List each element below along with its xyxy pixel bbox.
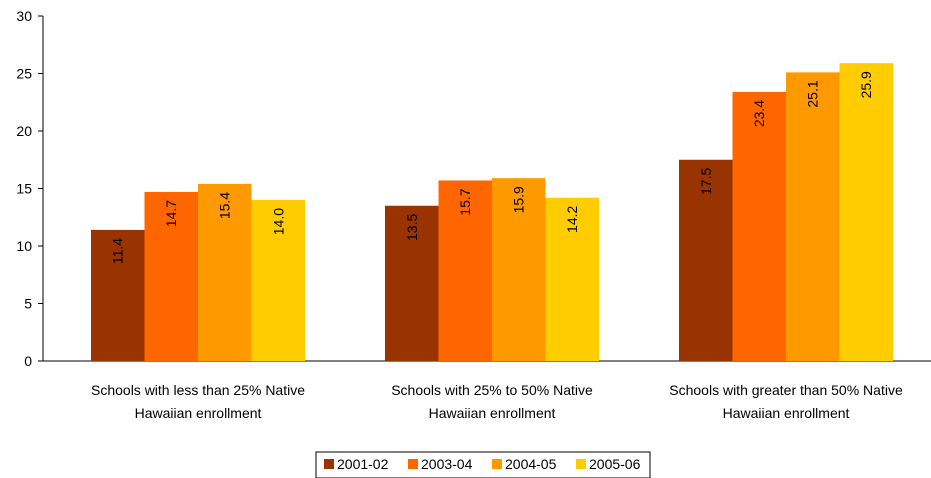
y-tick-label: 15 xyxy=(16,181,32,197)
bar xyxy=(492,178,546,361)
bar xyxy=(732,91,786,362)
legend-swatch xyxy=(324,459,334,469)
data-label: 13.5 xyxy=(404,214,420,241)
data-label: 14.2 xyxy=(564,205,580,232)
y-tick-label: 30 xyxy=(16,8,32,24)
category-label: Hawaiian enrollment xyxy=(135,405,262,421)
bar xyxy=(438,180,492,361)
category-labels: Schools with less than 25% Native Hawaiia… xyxy=(91,382,903,421)
y-tick-label: 25 xyxy=(16,66,32,82)
legend-swatch xyxy=(576,459,586,469)
legend-swatch xyxy=(492,459,502,469)
y-tick-label: 10 xyxy=(16,238,32,254)
legend-swatch xyxy=(408,459,418,469)
bar xyxy=(198,183,252,361)
data-labels: 11.4 13.5 17.5 14.7 15.7 23.4 15.4 15.9 25.1 14.0… xyxy=(110,71,875,264)
bar xyxy=(144,191,198,361)
legend-label: 2003-04 xyxy=(421,456,473,472)
bar xyxy=(786,72,840,361)
data-label: 11.4 xyxy=(110,238,126,264)
legend-label: 2005-06 xyxy=(589,456,641,472)
category-label: Schools with 25% to 50% Native xyxy=(391,382,593,398)
data-label: 25.9 xyxy=(858,71,874,98)
data-label: 15.7 xyxy=(457,188,473,215)
data-label: 14.0 xyxy=(270,208,286,235)
y-tick-label: 20 xyxy=(16,123,32,139)
bar xyxy=(91,229,145,361)
legend: 2001-02 2003-04 2004-05 2005-06 xyxy=(315,451,651,478)
category-label: Schools with greater than 50% Native xyxy=(669,382,903,398)
legend-label: 2004-05 xyxy=(505,456,557,472)
data-label: 17.5 xyxy=(698,168,714,195)
bar xyxy=(545,197,599,361)
legend-label: 2001-02 xyxy=(337,456,389,472)
data-label: 15.4 xyxy=(217,192,233,219)
bar xyxy=(679,159,733,361)
category-label: Hawaiian enrollment xyxy=(723,405,850,421)
data-label: 23.4 xyxy=(751,100,767,127)
bars xyxy=(91,63,893,362)
data-label: 14.7 xyxy=(163,200,179,227)
bar xyxy=(839,63,893,362)
category-label: Hawaiian enrollment xyxy=(429,405,556,421)
y-tick-label: 5 xyxy=(24,296,32,312)
y-tick-label: 0 xyxy=(24,353,32,369)
legend-box xyxy=(315,451,651,478)
data-label: 15.9 xyxy=(511,186,527,213)
data-label: 25.1 xyxy=(805,80,821,107)
category-label: Schools with less than 25% Native xyxy=(91,382,305,398)
bar xyxy=(385,205,439,361)
bar xyxy=(251,200,305,361)
